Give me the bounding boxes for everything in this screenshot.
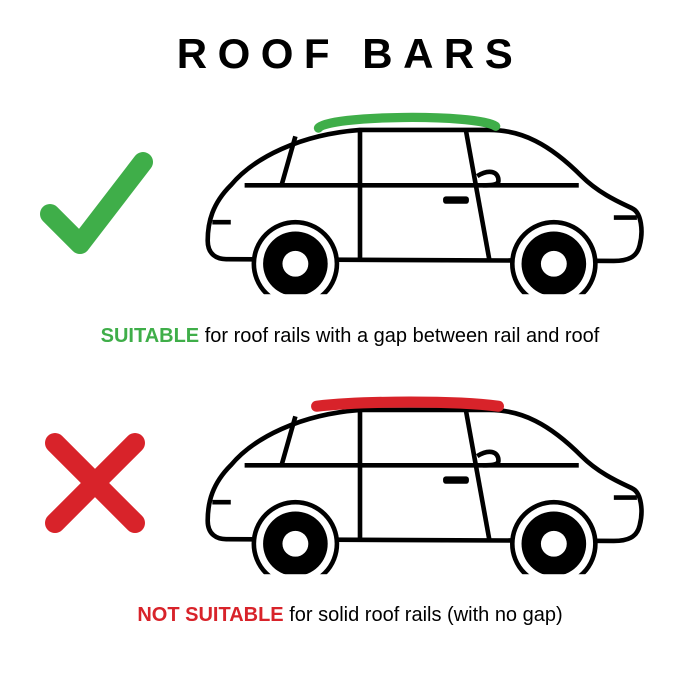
caption-not-suitable-strong: NOT SUITABLE: [137, 604, 283, 626]
caption-not-suitable: NOT SUITABLE for solid roof rails (with …: [30, 604, 670, 627]
car-suitable: [170, 93, 670, 315]
cross-icon: [30, 423, 160, 543]
caption-suitable: SUITABLE for roof rails with a gap betwe…: [30, 325, 670, 348]
roof-rail-gap: [318, 117, 495, 128]
caption-suitable-strong: SUITABLE: [101, 325, 200, 347]
caption-suitable-rest: for roof rails with a gap between rail a…: [199, 325, 599, 347]
check-icon: [30, 144, 160, 264]
roof-rail-solid: [317, 402, 499, 406]
car-not-suitable: [170, 373, 670, 595]
infographic-root: ROOF BARS: [0, 0, 700, 700]
caption-not-suitable-rest: for solid roof rails (with no gap): [284, 604, 563, 626]
row-suitable: [30, 93, 670, 315]
page-title: ROOF BARS: [30, 30, 670, 78]
row-not-suitable: [30, 373, 670, 595]
